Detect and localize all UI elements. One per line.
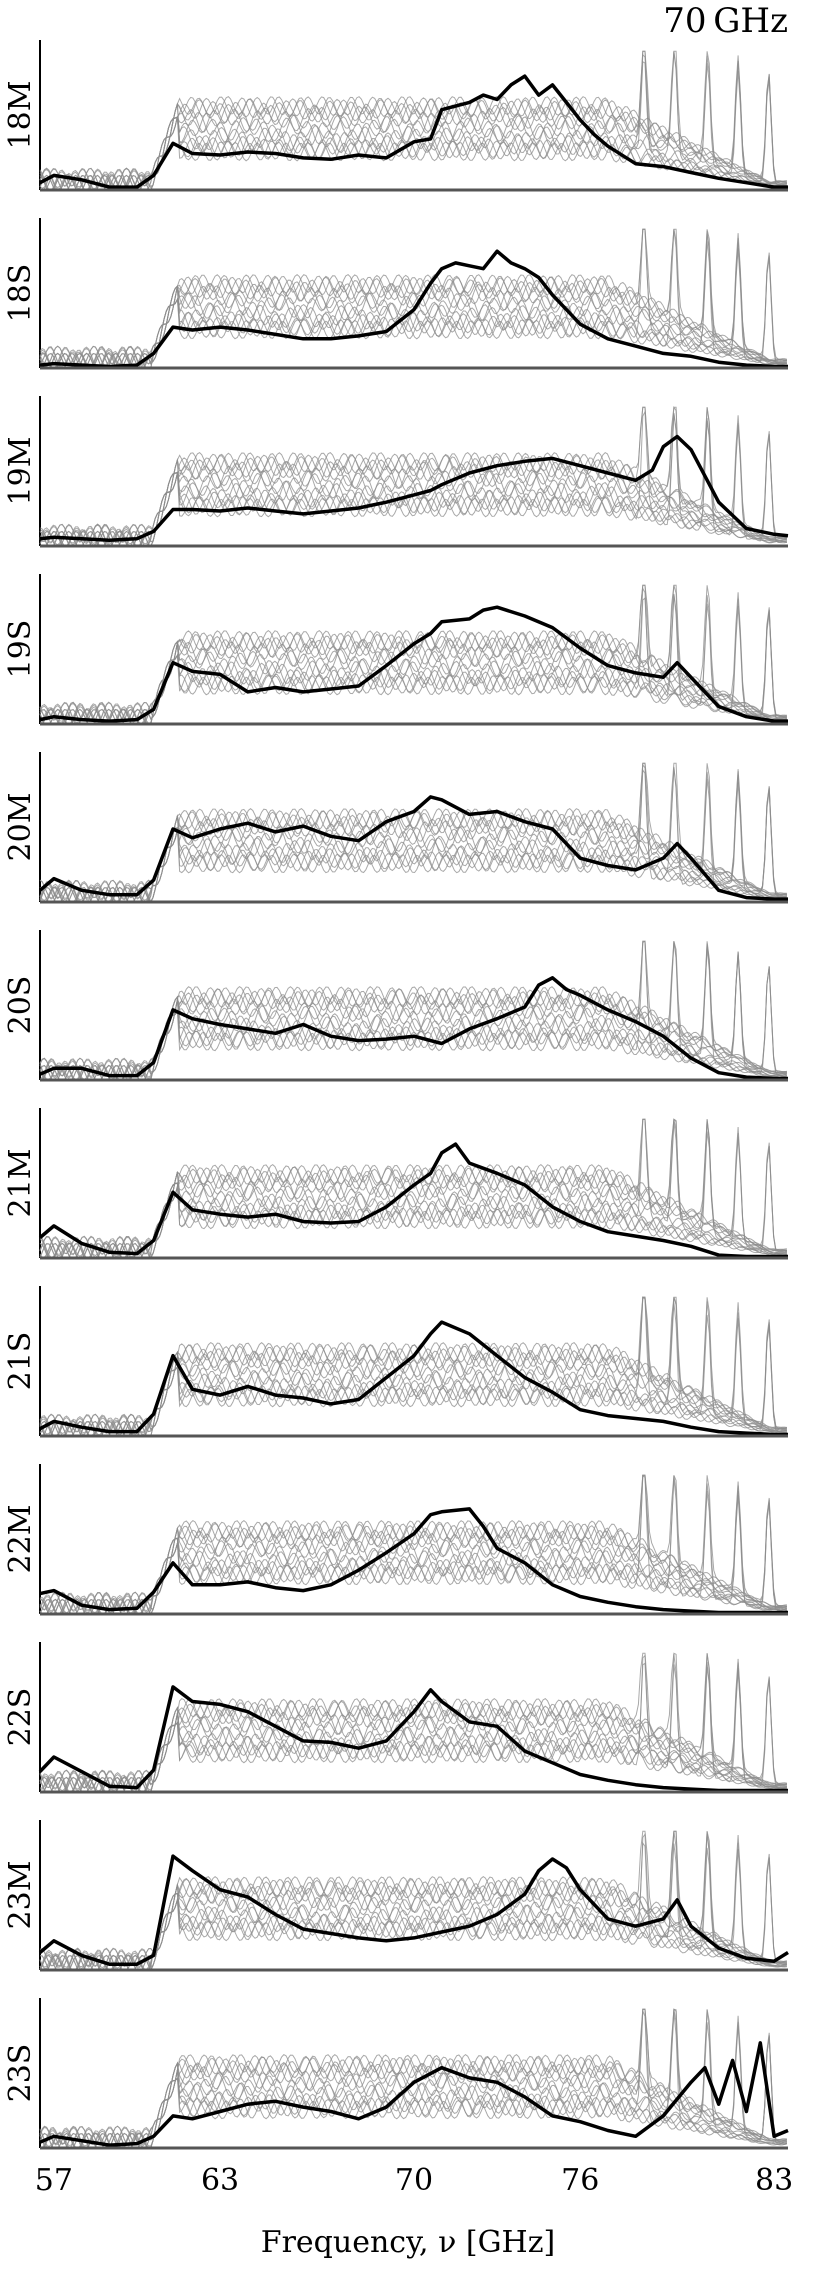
- x-axis: 57 63 70 76 83: [35, 2163, 793, 2198]
- background-trace: [39, 593, 787, 725]
- figure-title: 70 GHz: [663, 1, 788, 41]
- panel-22S: 22S: [3, 1642, 788, 1794]
- background-trace: [39, 1830, 787, 1971]
- background-trace: [39, 233, 787, 369]
- panel-18M: 18M: [3, 40, 788, 192]
- background-trace: [39, 1848, 787, 1971]
- panel-label: 18S: [3, 264, 38, 323]
- background-trace: [39, 406, 788, 547]
- background-trace: [39, 766, 788, 903]
- background-trace: [39, 1119, 787, 1259]
- background-trace: [39, 1301, 788, 1437]
- panel-group: 18M 18S 19M 19S 20M 20S 21M 21S 22M 22S 23M 23S: [3, 40, 789, 2150]
- x-tick-label: 83: [755, 2163, 793, 2198]
- panel-23M: 23M: [3, 1820, 789, 1972]
- background-trace: [40, 2008, 788, 2149]
- highlight-trace-19S: [39, 605, 788, 723]
- background-trace: [39, 228, 788, 369]
- panel-label: 22S: [3, 1688, 38, 1747]
- background-trace: [39, 1834, 788, 1971]
- background-trace: [39, 1119, 787, 1259]
- background-trace: [39, 242, 787, 369]
- background-trace: [39, 407, 787, 547]
- panel-label: 21S: [3, 1332, 38, 1391]
- x-tick-label: 76: [561, 2163, 599, 2198]
- panel-label: 18M: [3, 81, 38, 150]
- highlight-trace-22S: [38, 1685, 788, 1793]
- highlight-trace-21M: [38, 1142, 788, 1259]
- panel-19M: 19M: [3, 396, 789, 548]
- panel-label: 22M: [3, 1505, 38, 1574]
- x-tick-label: 63: [201, 2163, 239, 2198]
- background-trace: [39, 424, 787, 547]
- panel-label: 21M: [3, 1149, 38, 1218]
- background-trace: [39, 603, 787, 725]
- background-trace: [39, 769, 787, 903]
- panel-label: 19S: [3, 620, 38, 679]
- background-trace: [39, 1485, 787, 1615]
- background-trace: [39, 420, 788, 547]
- panel-18S: 18S: [3, 218, 788, 370]
- panel-label: 20M: [3, 793, 38, 862]
- panel-19S: 19S: [3, 574, 788, 726]
- x-axis-title: Frequency, ν [GHz]: [261, 2225, 555, 2260]
- background-trace: [39, 412, 787, 547]
- highlight-trace-18M: [39, 74, 788, 189]
- background-trace: [39, 1118, 788, 1259]
- background-trace: [39, 1847, 787, 1971]
- panel-label: 19M: [3, 437, 38, 506]
- highlight-trace-20M: [38, 795, 788, 901]
- background-trace: [39, 406, 787, 547]
- background-trace: [39, 1132, 787, 1259]
- background-trace: [40, 228, 788, 369]
- background-trace: [39, 407, 788, 547]
- background-trace: [39, 941, 787, 1081]
- background-trace: [39, 1297, 787, 1437]
- panel-20S: 20S: [3, 930, 788, 1082]
- panel-21S: 21S: [3, 1286, 788, 1438]
- highlight-trace-21S: [39, 1320, 788, 1437]
- background-trace: [39, 1121, 787, 1259]
- highlight-trace-20S: [39, 976, 788, 1081]
- highlight-trace-23M: [38, 1854, 789, 1966]
- panel-label: 23M: [3, 1861, 38, 1930]
- background-trace: [39, 1118, 787, 1259]
- background-trace: [39, 405, 787, 547]
- background-trace: [39, 228, 787, 369]
- panel-23S: 23S: [3, 1998, 789, 2150]
- panel-22M: 22M: [3, 1464, 788, 1616]
- highlight-trace-22M: [39, 1507, 788, 1615]
- x-tick-label: 70: [395, 2163, 433, 2198]
- background-trace: [39, 413, 787, 547]
- background-trace: [39, 1118, 787, 1259]
- background-trace: [39, 1831, 787, 1972]
- background-trace: [39, 229, 787, 369]
- background-trace: [39, 229, 787, 369]
- panel-label: 20S: [3, 976, 38, 1035]
- panel-label: 23S: [3, 2044, 38, 2103]
- background-trace: [39, 228, 787, 369]
- background-trace: [40, 1653, 787, 1793]
- background-trace: [39, 229, 787, 369]
- background-trace: [39, 423, 788, 547]
- background-trace: [39, 1118, 788, 1259]
- background-trace: [39, 406, 787, 547]
- highlight-trace-19M: [39, 434, 789, 542]
- panel-20M: 20M: [3, 752, 788, 904]
- background-trace: [39, 1662, 787, 1793]
- background-trace: [39, 410, 788, 547]
- highlight-trace-23S: [39, 2041, 789, 2147]
- background-trace: [39, 1118, 787, 1259]
- background-trace: [39, 1131, 788, 1259]
- background-trace: [39, 51, 788, 191]
- background-trace: [39, 1121, 787, 1259]
- highlight-trace-18S: [39, 249, 788, 369]
- panel-21M: 21M: [3, 1108, 788, 1260]
- background-trace: [39, 1119, 787, 1259]
- x-tick-label: 57: [35, 2163, 73, 2198]
